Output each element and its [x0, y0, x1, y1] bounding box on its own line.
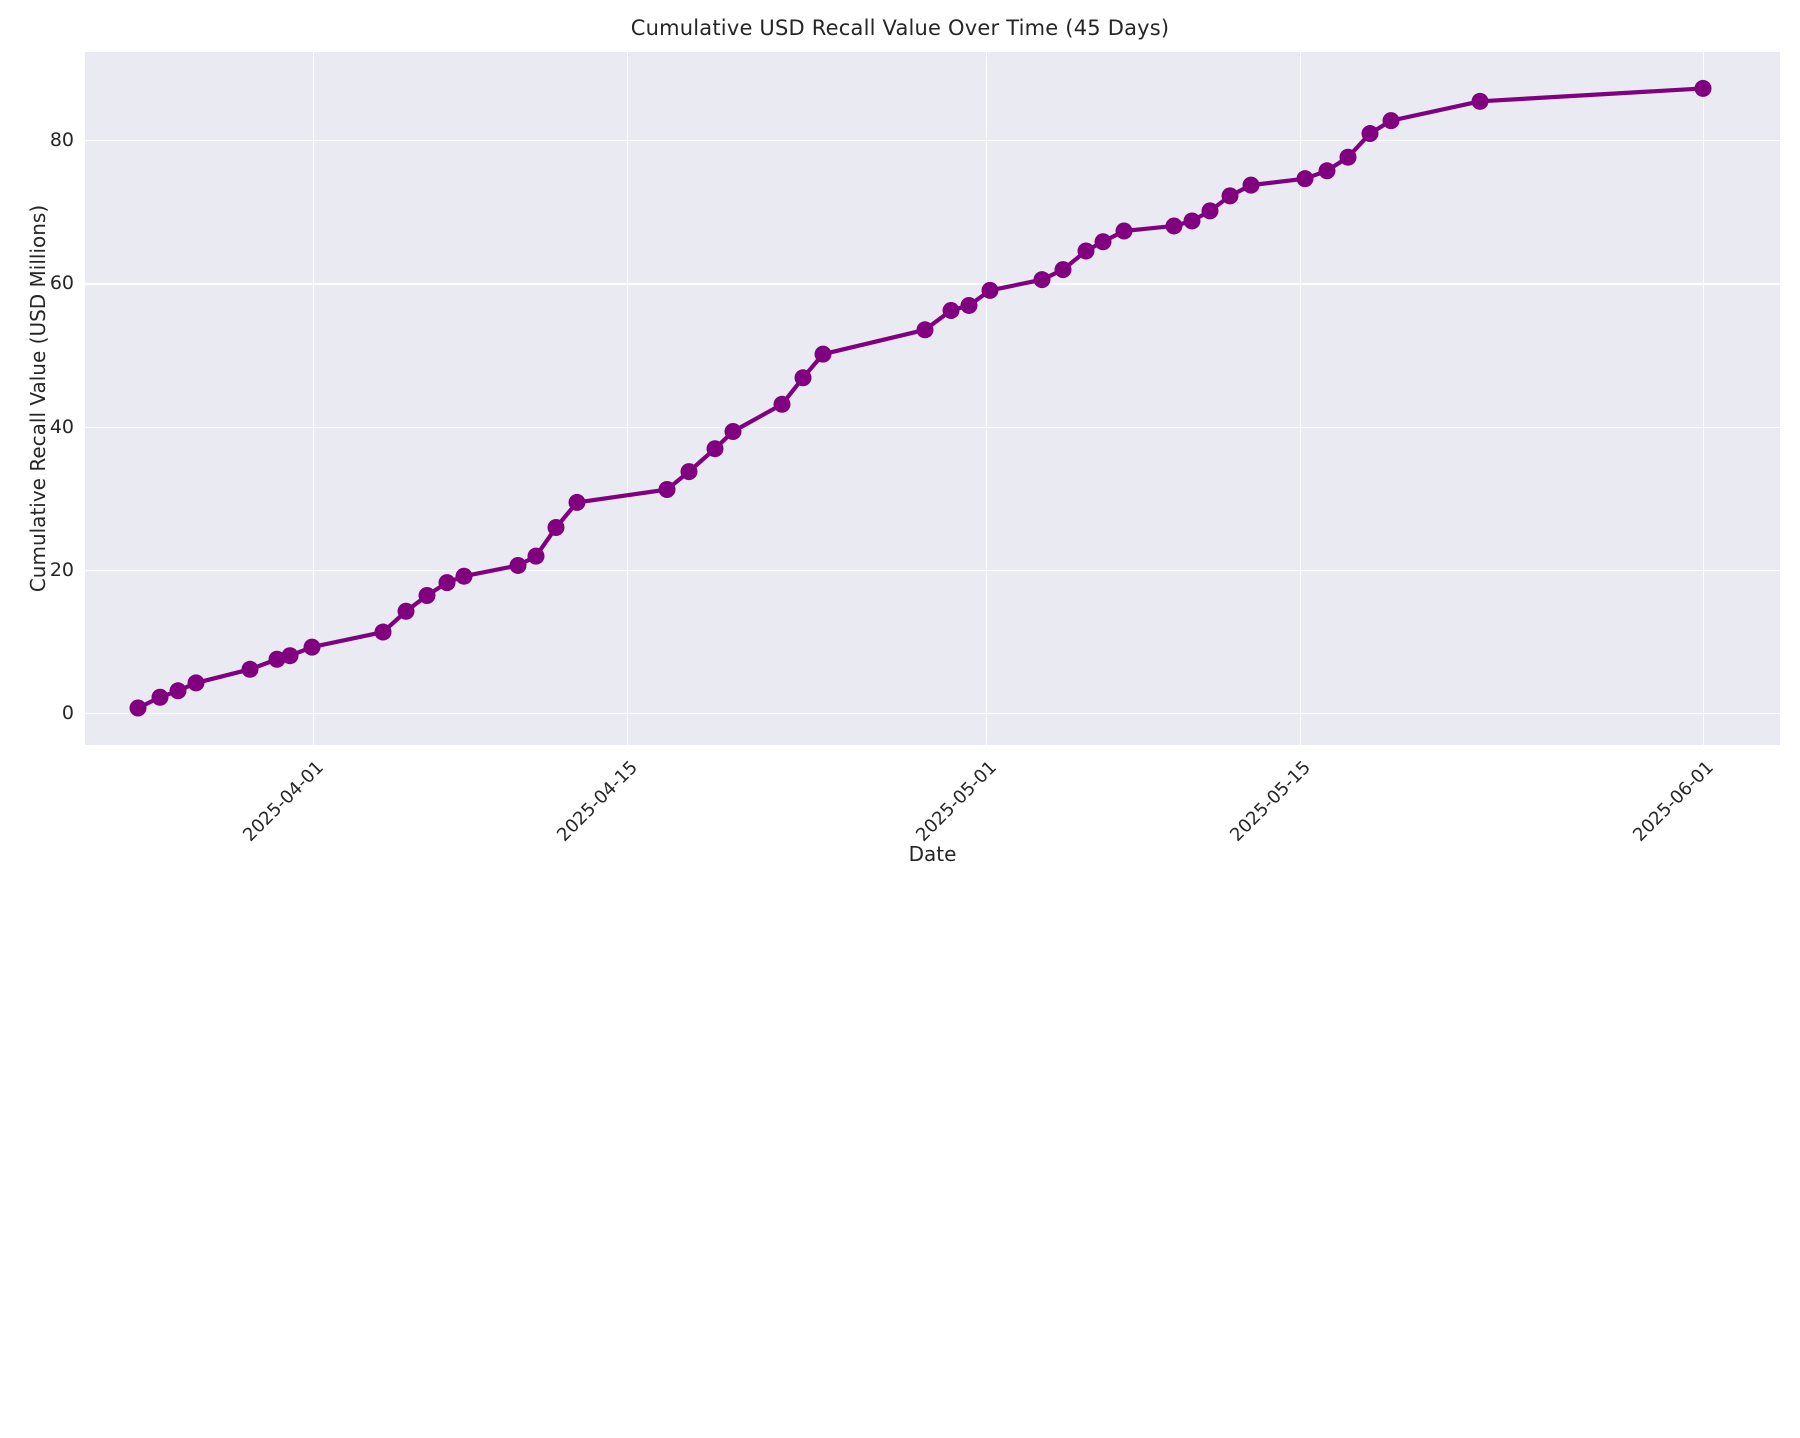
data-point-marker — [547, 518, 565, 536]
data-point-marker — [1296, 170, 1314, 188]
x-axis-tick-label: 2025-06-01 — [1629, 757, 1718, 846]
data-point-marker — [527, 547, 545, 565]
data-point-marker — [1183, 212, 1201, 230]
gridline-vertical — [1300, 52, 1302, 745]
data-point-marker — [303, 638, 321, 656]
data-point-marker — [455, 567, 473, 585]
chart-figure: Cumulative USD Recall Value Over Time (4… — [26, 16, 1780, 866]
data-point-marker — [1165, 217, 1183, 235]
x-axis-tick-label: 2025-05-01 — [912, 757, 1001, 846]
data-point-marker — [1033, 271, 1051, 289]
data-point-marker — [814, 345, 832, 363]
data-point-marker — [1339, 148, 1357, 166]
gridline-vertical — [986, 52, 988, 745]
data-point-marker — [418, 587, 436, 605]
gridline-vertical — [1703, 52, 1705, 745]
data-point-marker — [1471, 92, 1489, 110]
data-point-marker — [187, 674, 205, 692]
y-axis-label-wrap: Cumulative Recall Value (USD Millions) — [22, 205, 54, 1438]
data-point-marker — [1318, 162, 1336, 180]
data-point-marker — [1201, 202, 1219, 220]
data-point-marker — [129, 699, 147, 717]
data-point-marker — [942, 301, 960, 319]
x-axis-tick-label: 2025-04-01 — [239, 757, 328, 846]
data-point-marker — [1382, 112, 1400, 130]
data-point-marker — [981, 281, 999, 299]
data-point-marker — [706, 440, 724, 458]
data-point-marker — [1054, 261, 1072, 279]
y-axis-label: Cumulative Recall Value (USD Millions) — [26, 204, 50, 593]
data-point-marker — [1361, 125, 1379, 143]
data-point-marker — [1094, 233, 1112, 251]
y-axis-tick-label: 60 — [49, 272, 74, 295]
gridline-vertical — [627, 52, 629, 745]
series-markers — [129, 79, 1712, 717]
data-point-marker — [241, 660, 259, 678]
data-point-marker — [1221, 187, 1239, 205]
data-point-marker — [268, 650, 286, 668]
data-point-marker — [960, 296, 978, 314]
data-point-marker — [509, 556, 527, 574]
data-point-marker — [151, 688, 169, 706]
gridline-horizontal — [85, 426, 1780, 428]
data-point-marker — [1242, 176, 1260, 194]
y-axis-tick-label: 20 — [49, 558, 74, 581]
data-point-marker — [568, 493, 586, 511]
data-point-marker — [1694, 79, 1712, 97]
gridline-horizontal — [85, 713, 1780, 715]
data-point-marker — [1115, 222, 1133, 240]
x-axis-tick-label: 2025-04-15 — [553, 757, 642, 846]
gridline-horizontal — [85, 569, 1780, 572]
plot-area — [85, 52, 1780, 745]
data-point-marker — [658, 481, 676, 499]
gridline-vertical — [313, 52, 315, 745]
data-point-marker — [169, 682, 187, 700]
y-axis-tick-label: 40 — [49, 415, 74, 438]
series-line — [135, 86, 1706, 711]
data-point-marker — [724, 423, 742, 441]
x-axis-label: Date — [908, 842, 957, 866]
y-axis-tick-label: 0 — [61, 702, 74, 724]
data-point-marker — [438, 574, 456, 592]
data-point-marker — [680, 463, 698, 481]
data-point-marker — [794, 369, 812, 387]
x-axis-tick-label: 2025-05-15 — [1226, 757, 1315, 846]
data-point-marker — [397, 602, 415, 620]
gridline-horizontal — [85, 283, 1780, 285]
chart-title: Cumulative USD Recall Value Over Time (4… — [630, 16, 1170, 40]
y-axis-tick-label: 80 — [49, 129, 74, 151]
data-point-marker — [916, 321, 934, 339]
gridline-horizontal — [85, 140, 1780, 142]
data-point-marker — [1077, 242, 1095, 260]
data-point-marker — [281, 647, 299, 665]
data-point-marker — [374, 623, 392, 641]
series-layer — [129, 79, 1712, 717]
data-point-marker — [773, 395, 791, 413]
